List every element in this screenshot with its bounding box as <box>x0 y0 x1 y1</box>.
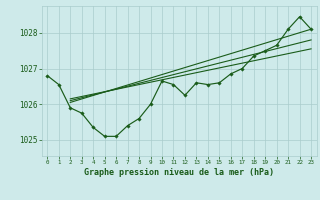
X-axis label: Graphe pression niveau de la mer (hPa): Graphe pression niveau de la mer (hPa) <box>84 168 274 177</box>
